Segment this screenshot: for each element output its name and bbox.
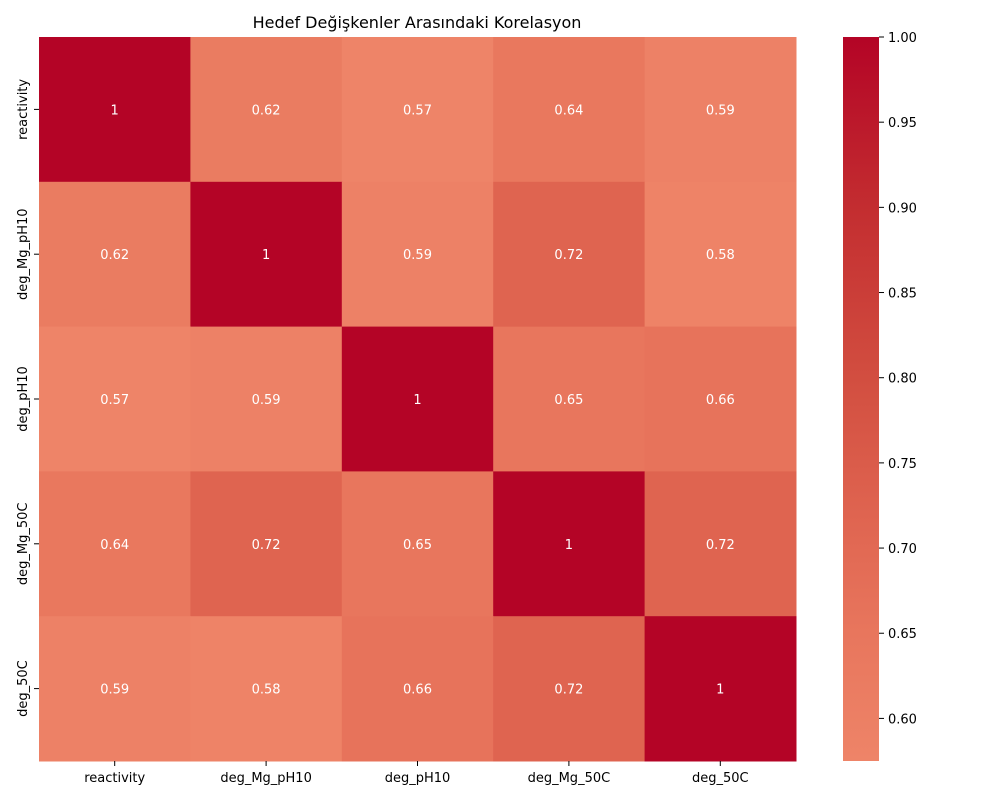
- cell-value-label: 1: [413, 393, 421, 408]
- y-tick-label: deg_pH10: [16, 366, 31, 432]
- cell-value-label: 0.57: [403, 103, 432, 118]
- colorbar-tick-label: 0.75: [888, 457, 917, 472]
- cell-value-label: 1: [565, 538, 573, 553]
- heatmap-cell: [341, 37, 494, 183]
- y-tick-label: deg_Mg_pH10: [16, 208, 31, 300]
- cell-value-label: 0.64: [100, 538, 129, 553]
- y-axis: reactivity deg_Mg_pH10 deg_pH10 deg_Mg_50Cd…: [16, 79, 39, 717]
- colorbar-tick-label: 0.70: [888, 542, 917, 557]
- x-axis: reactivity deg_Mg_pH10 deg_pH10 deg_Mg_50C d…: [84, 761, 749, 786]
- cell-value-label: 0.72: [252, 538, 281, 553]
- cell-value-label: 1: [262, 248, 270, 263]
- heatmap-cell: [39, 471, 191, 617]
- x-tick-label: deg_pH10: [385, 771, 451, 786]
- heatmap-cell: [39, 616, 191, 762]
- heatmap-cell: [493, 37, 646, 183]
- cell-value-label: 0.66: [403, 683, 432, 698]
- heatmap-cell: [644, 326, 797, 472]
- heatmap-cell: [493, 326, 646, 472]
- y-tick-label: reactivity: [16, 79, 31, 140]
- heatmap-cells: 1 0.62 0.57 0.64 0.59 0.62 1 0.59 0.72 0.58 0.57 0.…: [39, 37, 797, 762]
- colorbar-tick-label: 0.65: [888, 627, 917, 642]
- cell-value-label: 0.59: [100, 683, 129, 698]
- cell-value-label: 0.62: [100, 248, 129, 263]
- cell-value-label: 0.65: [554, 393, 583, 408]
- heatmap-cell: [493, 471, 646, 617]
- colorbar-tick-label: 1.00: [888, 31, 917, 46]
- heatmap-cell: [644, 181, 797, 328]
- heatmap-cell: [644, 471, 797, 617]
- heatmap-cell: [190, 37, 343, 183]
- heatmap-cell: [190, 616, 343, 762]
- heatmap-cell: [341, 616, 494, 762]
- heatmap-cell: [39, 37, 191, 183]
- heatmap-cell: [190, 326, 343, 472]
- colorbar-tick-label: 0.95: [888, 116, 917, 131]
- cell-value-label: 0.66: [706, 393, 735, 408]
- heatmap-cell: [190, 471, 343, 617]
- cell-value-label: 0.58: [706, 248, 735, 263]
- colorbar-tick-label: 0.60: [888, 712, 917, 727]
- cell-value-label: 0.62: [252, 103, 281, 118]
- heatmap-cell: [644, 37, 797, 183]
- heatmap-cell: [644, 616, 797, 762]
- cell-value-label: 0.58: [252, 683, 281, 698]
- heatmap-cell: [190, 181, 343, 328]
- heatmap-cell: [493, 616, 646, 762]
- colorbar-tick-label: 0.90: [888, 201, 917, 216]
- cell-value-label: 0.72: [554, 248, 583, 263]
- x-tick-label: deg_Mg_pH10: [220, 771, 312, 786]
- x-tick-label: deg_Mg_50C: [528, 771, 611, 786]
- colorbar-gradient: [843, 37, 879, 761]
- cell-value-label: 0.72: [554, 683, 583, 698]
- colorbar-tick-label: 0.80: [888, 372, 917, 387]
- x-tick-label: deg_50C: [692, 771, 749, 786]
- cell-value-label: 0.59: [252, 393, 281, 408]
- heatmap-cell: [341, 326, 494, 472]
- chart-title: Hedef Değişkenler Arasındaki Korelasyon: [253, 13, 582, 32]
- y-tick-label: deg_Mg_50C: [16, 503, 31, 586]
- colorbar-tick-label: 0.85: [888, 287, 917, 302]
- heatmap-cell: [39, 326, 191, 472]
- cell-value-label: 0.57: [100, 393, 129, 408]
- heatmap-cell: [39, 181, 191, 328]
- x-tick-label: reactivity: [84, 771, 145, 786]
- heatmap-cell: [493, 181, 646, 328]
- y-tick-label: deg_50C: [16, 660, 31, 717]
- cell-value-label: 0.65: [403, 538, 432, 553]
- cell-value-label: 0.64: [554, 103, 583, 118]
- heatmap-cell: [341, 181, 494, 328]
- cell-value-label: 0.59: [403, 248, 432, 263]
- cell-value-label: 0.72: [706, 538, 735, 553]
- cell-value-label: 1: [111, 103, 119, 118]
- cell-value-label: 1: [716, 683, 724, 698]
- heatmap-cell: [341, 471, 494, 617]
- colorbar: 0.60 0.65 0.70 0.75 0.80 0.85 0.90 0.95 1.00: [843, 31, 917, 761]
- cell-value-label: 0.59: [706, 103, 735, 118]
